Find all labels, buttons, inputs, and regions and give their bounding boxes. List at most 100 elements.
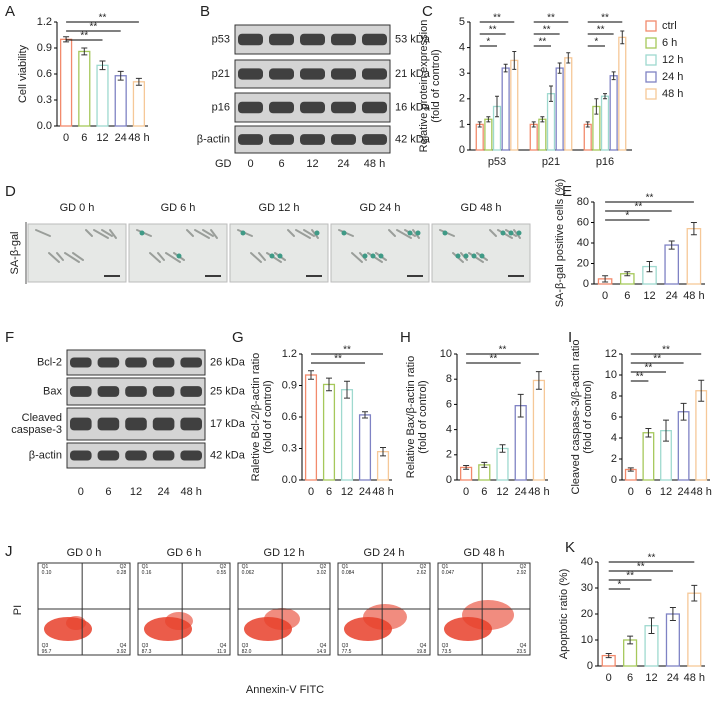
stained-cell (362, 253, 368, 259)
error-bar (512, 50, 517, 70)
image-title: GD 48 h (461, 202, 502, 214)
blot-band (125, 417, 147, 431)
quadrant-value: 0.28 (117, 570, 127, 576)
bar (475, 123, 484, 151)
bar (538, 118, 547, 151)
x-tick-label: 12 (660, 486, 672, 498)
y-tick-label: 10 (581, 634, 593, 646)
image-title: GD 6 h (161, 202, 196, 214)
lane-label: 48 h (180, 486, 201, 498)
blot-band (125, 386, 147, 397)
quadrant-value: 3.92 (117, 649, 127, 655)
x-tick-label: 12 (341, 486, 353, 498)
bar (358, 414, 372, 481)
lane-label: 12 (306, 158, 318, 170)
stained-cell (455, 253, 461, 259)
cell (157, 252, 165, 261)
significance-label: * (625, 211, 629, 222)
y-axis-label: Cleaved caspase-3/β-actin ratio (570, 340, 582, 495)
error-bar (549, 85, 553, 102)
error-bar (585, 121, 590, 128)
quadrant-name: Q1 (242, 564, 249, 570)
quadrant-name: Q4 (520, 643, 527, 649)
x-tick-label: 12 (496, 486, 508, 498)
error-bar (481, 461, 488, 468)
blot-band (97, 357, 120, 368)
quadrant-name: Q2 (220, 564, 227, 570)
y-tick-label: 10 (605, 369, 617, 381)
quadrant-value: 0.16 (142, 570, 152, 576)
quadrant-value: 23.5 (517, 649, 527, 655)
significance-label: ** (646, 193, 654, 204)
panel-label: E (562, 183, 572, 200)
blot-band (152, 450, 175, 461)
error-bar (517, 393, 524, 418)
error-bar (499, 444, 506, 453)
significance-label: ** (490, 354, 498, 365)
lane-label: 0 (247, 158, 253, 170)
bar (322, 383, 336, 481)
significance-label: ** (648, 553, 656, 564)
y-axis-label: Raletive Bcl-2/β-actin ratio (250, 353, 262, 482)
significance-label: ** (636, 372, 644, 383)
error-bar (99, 60, 106, 71)
blot-row-label: β-actin (29, 449, 62, 461)
quadrant-name: Q4 (420, 643, 427, 649)
plot-title: GD 6 h (167, 547, 202, 559)
error-bar (477, 121, 482, 128)
significance-label: ** (80, 31, 88, 42)
legend-swatch (645, 54, 657, 66)
quadrant-value: 2.92 (517, 570, 527, 576)
y-tick-label: 4 (446, 424, 452, 436)
y-tick-label: 1.2 (37, 16, 52, 28)
blot-band (180, 386, 202, 397)
stained-cell (415, 230, 421, 236)
y-tick-label: 40 (581, 556, 593, 568)
blot-size-label: 16 kDa (395, 101, 431, 113)
y-tick-label: 40 (577, 237, 589, 249)
blot-band (70, 386, 92, 397)
significance-label: ** (499, 345, 507, 356)
blot-band (362, 101, 387, 114)
blot-band (269, 101, 294, 114)
blot-size-label: 26 kDa (210, 356, 246, 368)
blot-band (70, 450, 92, 461)
blot-band (180, 450, 202, 461)
blot-row-label: Bax (43, 385, 62, 397)
bar (564, 57, 573, 151)
error-bar (624, 271, 631, 277)
cell (388, 229, 396, 237)
error-bar (668, 240, 675, 250)
y-axis-label: (fold of control) (262, 380, 274, 453)
event-cloud (363, 604, 407, 630)
blot-band (300, 101, 325, 114)
x-axis-label: Annexin-V FITC (246, 684, 324, 696)
legend-label: 48 h (662, 88, 683, 100)
legend-swatch (645, 71, 657, 83)
cell (295, 229, 311, 239)
cell (85, 229, 93, 237)
blot-band (125, 357, 147, 368)
error-bar (486, 116, 491, 123)
y-tick-label: 0.3 (37, 94, 52, 106)
blot-band (300, 33, 325, 46)
lane-label: 24 (157, 486, 169, 498)
blot-band (300, 134, 325, 145)
x-tick-label: 24 (515, 486, 527, 498)
quadrant-value: 14.9 (317, 649, 327, 655)
bar (677, 411, 690, 481)
lane-label: 48 h (364, 158, 385, 170)
blot-band (97, 386, 120, 397)
error-bar (495, 95, 499, 118)
significance-label: ** (493, 13, 501, 24)
quadrant-value: 2.62 (417, 570, 427, 576)
legend-label: 6 h (662, 37, 677, 49)
lane-label: 12 (130, 486, 142, 498)
y-tick-label: 0.9 (282, 379, 297, 391)
x-tick-label: p16 (596, 156, 614, 168)
blot-row-label: β-actin (197, 133, 230, 145)
y-axis-label: (fold of control) (417, 380, 429, 453)
significance-label: ** (626, 571, 634, 582)
quadrant-value: 3.02 (317, 570, 327, 576)
blot-band (331, 68, 356, 80)
